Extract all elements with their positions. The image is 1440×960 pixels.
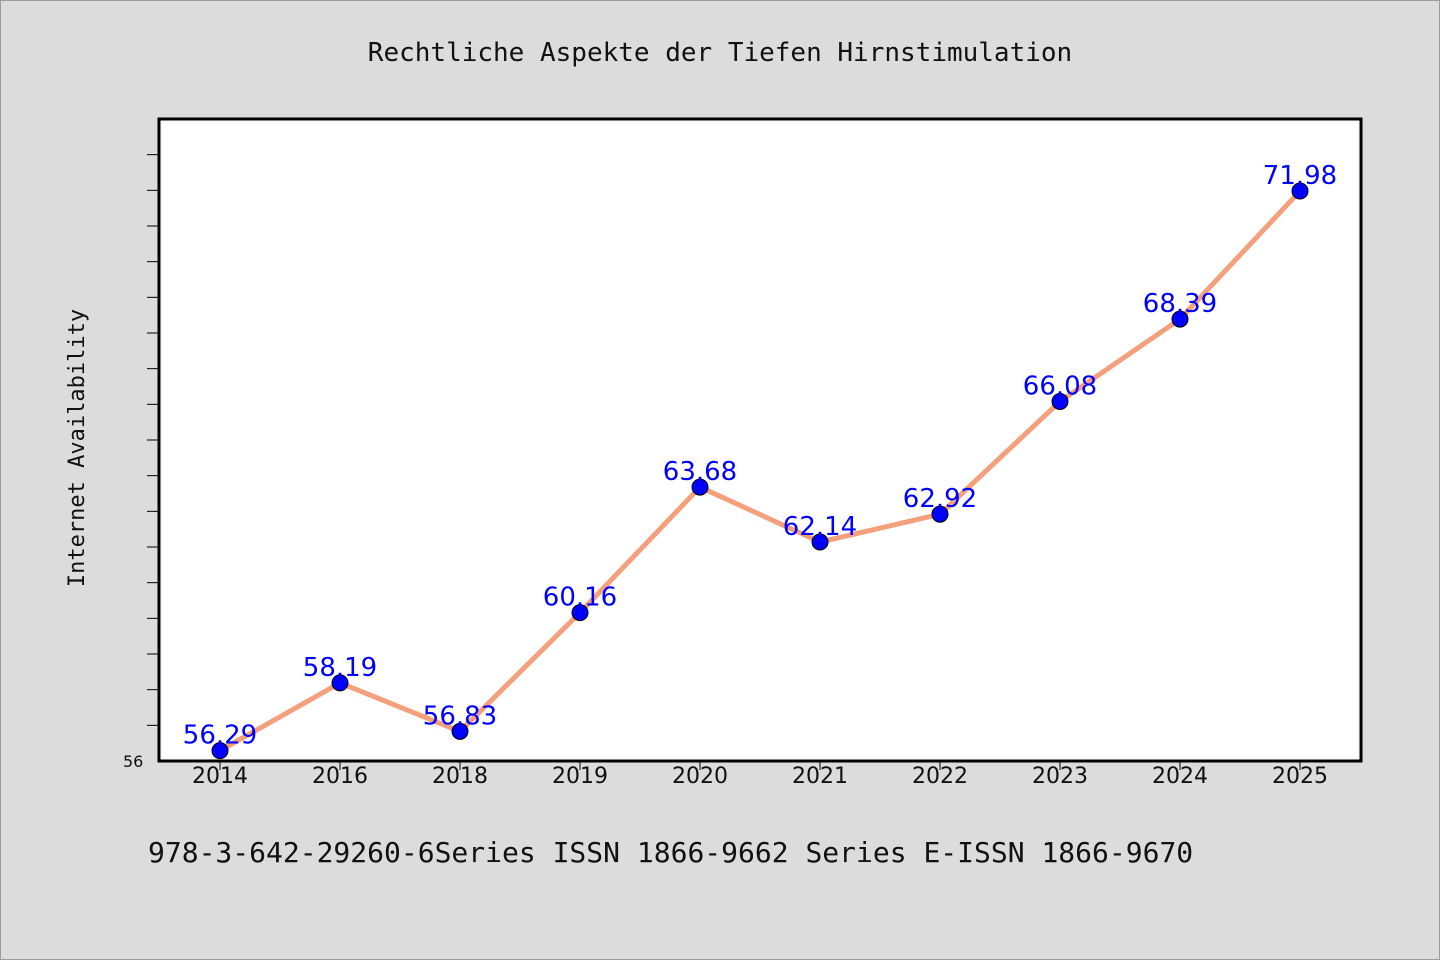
plot-area [157,117,1363,763]
data-label: 71.98 [1263,161,1337,191]
x-tick-label: 2018 [432,764,488,789]
x-tick-label: 2023 [1032,764,1088,789]
data-label: 60.16 [543,583,617,613]
data-point [211,742,229,760]
x-axis-ticks: 2014 2016 2018 2019 2020 2021 2022 2023 2024 2025 [192,762,1328,789]
x-tick-label: 2024 [1152,764,1208,789]
data-point [691,478,709,496]
x-tick-label: 2016 [312,764,368,789]
y-axis-ticks: 56 [123,154,158,771]
data-point [931,505,949,523]
data-label: 56.29 [183,721,257,751]
data-point [811,533,829,551]
data-point [571,604,589,622]
x-tick-label: 2019 [552,764,608,789]
data-label: 62.14 [783,512,857,542]
data-point [1291,182,1309,200]
data-point [1051,392,1069,410]
chart-title: Rechtliche Aspekte der Tiefen Hirnstimul… [368,38,1072,68]
data-label: 68.39 [1143,289,1217,319]
data-label: 58.19 [303,653,377,683]
x-tick-label: 2021 [792,764,848,789]
footer-text: 978-3-642-29260-6Series ISSN 1866-9662 S… [148,836,1193,869]
data-label: 63.68 [663,457,737,487]
x-tick-label: 2025 [1272,764,1328,789]
series-line [217,188,1303,754]
data-point [451,722,469,740]
y-axis-label: Internet Availability [65,309,90,587]
series-group: 56.29 58.19 56.83 60.16 63.68 62.14 62.92 66.08… [183,161,1337,760]
data-label: 56.83 [423,701,497,731]
x-tick-label: 2014 [192,764,248,789]
data-point [331,674,349,692]
data-point [1171,310,1189,328]
y-tick-label: 56 [123,752,143,771]
data-label: 66.08 [1023,371,1097,401]
x-tick-label: 2020 [672,764,728,789]
data-label: 62.92 [903,484,977,514]
x-tick-label: 2022 [912,764,968,789]
